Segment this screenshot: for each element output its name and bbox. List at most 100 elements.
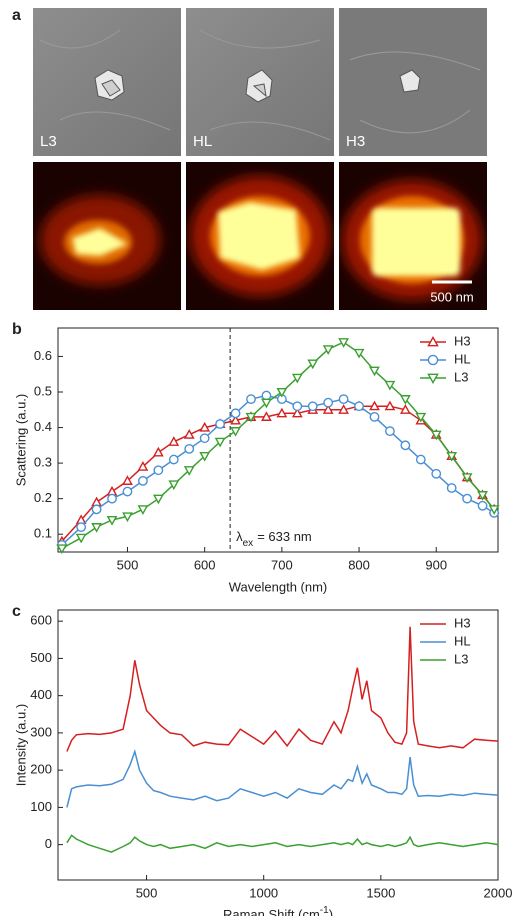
legend-label: HL [454,633,471,648]
x-axis-title: Wavelength (nm) [229,579,328,594]
panel-label: a [12,7,21,24]
marker [399,395,411,405]
marker [107,493,117,504]
y-tick-label: 0.1 [34,526,52,541]
y-tick-label: 300 [30,724,52,739]
plot-frame [57,327,499,553]
marker [354,401,364,412]
marker [338,404,350,414]
x-tick-label: 900 [425,557,447,572]
series-line [66,748,499,808]
marker [76,522,87,533]
marker [338,338,350,348]
marker [322,404,334,414]
annotation: λex = 633 nm [236,529,312,549]
marker [369,366,380,377]
marker [384,400,396,411]
annotation-part: = 633 nm [257,529,312,544]
x-tick-label: 700 [271,557,293,572]
marker [214,437,226,448]
x-tick-label: 500 [117,557,139,572]
marker [385,426,395,437]
x-tick-label: 1500 [366,885,395,900]
y-tick-label: 0.6 [34,348,52,363]
marker [56,544,68,555]
marker [168,454,179,465]
annotation-part: λ [236,529,243,544]
marker [461,473,473,483]
panel-label: b [12,321,22,338]
marker [261,390,272,401]
plot-frame [57,609,499,881]
marker [292,401,303,412]
marker [384,380,396,391]
marker [462,493,473,504]
panel-label: c [12,603,21,620]
marker [399,404,411,414]
marker [338,394,349,405]
x-tick-label: 500 [136,885,158,900]
legend-marker [427,335,439,347]
marker [152,446,164,457]
marker [276,387,288,398]
marker [152,494,164,505]
marker [199,433,210,444]
marker [477,491,488,501]
marker [122,512,133,523]
marker [307,359,319,370]
marker [415,454,426,465]
marker [291,373,303,384]
y-axis-title: Scattering (a.u.) [13,394,28,487]
marker [137,461,149,471]
x-tick-label: 600 [194,557,216,572]
legend-marker [427,373,439,385]
y-tick-label: 0.5 [34,383,52,398]
series-line [66,626,499,752]
scattering-maps: 500 nm [33,162,487,310]
legend-label: L3 [454,369,468,384]
marker [488,505,500,515]
scale-bar-label: 500 nm [430,289,473,304]
y-tick-label: 600 [30,613,52,628]
marker [430,430,442,441]
marker [353,348,365,359]
annotation-part: ex [243,538,254,549]
marker [230,414,241,425]
marker [230,427,241,437]
marker [106,515,118,526]
marker [137,505,149,515]
marker [91,523,102,533]
x-tick-label: 1000 [249,885,278,900]
marker [199,451,211,462]
x-axis-title-part: Raman Shift (cm [223,907,320,916]
marker [369,400,380,411]
marker [369,411,380,422]
marker [122,475,133,485]
image-label: L3 [40,133,57,150]
marker [184,443,195,454]
marker [323,397,334,408]
y-tick-label: 0 [45,836,52,851]
legend-label: HL [454,351,471,366]
marker [276,407,288,418]
legend-label: H3 [454,615,471,630]
y-tick-label: 100 [30,799,52,814]
y-axis-title: Intensity (a.u.) [13,704,28,786]
marker [291,407,303,418]
marker [261,398,272,409]
legend-marker [427,354,439,366]
marker [153,465,164,476]
marker [91,504,102,515]
legend-label: H3 [454,333,471,348]
y-tick-label: 0.4 [34,419,52,434]
x-tick-label: 2000 [484,885,513,900]
marker [199,421,211,432]
marker [168,480,180,491]
series-line [66,834,499,853]
marker [322,345,334,355]
marker [215,419,226,429]
image-label: H3 [346,133,365,150]
marker [446,483,457,493]
marker [138,475,148,486]
marker [246,394,256,405]
